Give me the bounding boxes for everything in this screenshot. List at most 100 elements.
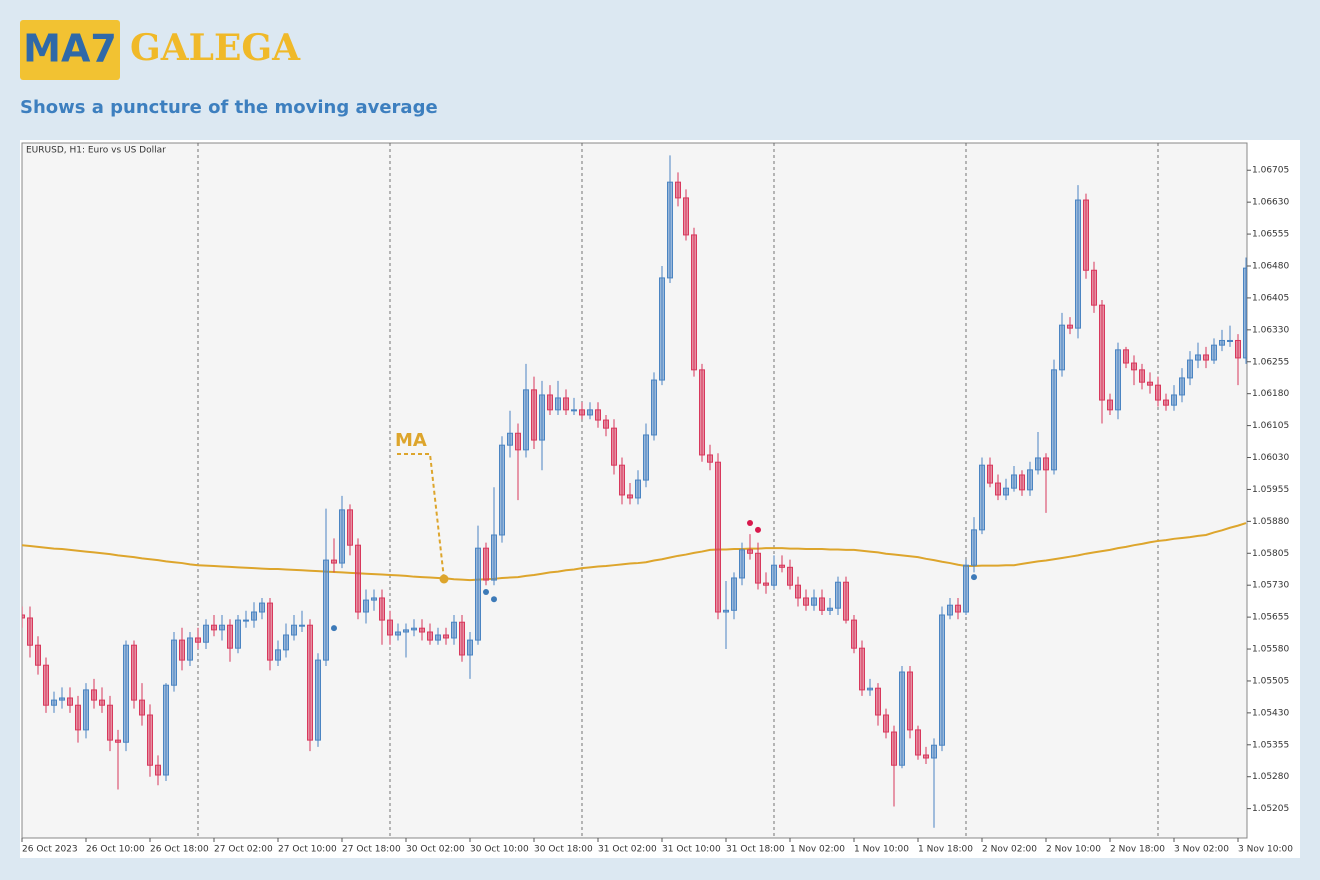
x-tick-label: 30 Oct 18:00 xyxy=(534,845,593,855)
signal-dot xyxy=(331,625,337,632)
x-tick-label: 1 Nov 02:00 xyxy=(790,845,845,855)
x-tick-label: 3 Nov 02:00 xyxy=(1174,845,1229,855)
candle-body xyxy=(723,609,729,613)
candle-body xyxy=(1107,399,1113,411)
candle-body xyxy=(571,409,577,412)
candle-body xyxy=(747,549,753,554)
x-tick-label: 31 Oct 18:00 xyxy=(726,845,785,855)
candle-body xyxy=(835,581,841,609)
candle-body xyxy=(1219,339,1225,346)
candle-body xyxy=(43,664,49,706)
candle-body xyxy=(1099,304,1105,401)
x-tick-label: 31 Oct 10:00 xyxy=(662,845,721,855)
candle-body xyxy=(507,432,513,446)
candle-body xyxy=(315,659,321,741)
candle-body xyxy=(771,564,777,586)
candle-body xyxy=(643,434,649,481)
candle-body xyxy=(963,564,969,613)
candle-body xyxy=(819,597,825,611)
candle-body xyxy=(1083,199,1089,271)
candle-body xyxy=(483,547,489,581)
candle-body xyxy=(611,427,617,466)
candle-body xyxy=(1203,354,1209,361)
signal-dot xyxy=(755,526,761,533)
candle-body xyxy=(755,552,761,584)
candle-body xyxy=(443,634,449,639)
x-tick-label: 2 Nov 10:00 xyxy=(1046,845,1101,855)
candle-body xyxy=(851,619,857,649)
candle-body xyxy=(171,639,177,686)
candle-body xyxy=(779,564,785,568)
axes: 1.06705 1.06630 1.06555 1.06480 1.06405 1.063… xyxy=(21,166,1293,855)
candle-body xyxy=(83,689,89,731)
candle-body xyxy=(435,634,441,641)
candle-body xyxy=(22,614,25,619)
candle-body xyxy=(67,697,73,706)
x-tick-label: 1 Nov 10:00 xyxy=(854,845,909,855)
candle-body xyxy=(707,454,713,463)
candle-body xyxy=(651,379,657,436)
candle-body xyxy=(275,649,281,661)
y-tick-label: 1.05955 xyxy=(1252,485,1289,495)
y-tick-label: 1.06630 xyxy=(1252,198,1289,208)
x-tick-label: 30 Oct 10:00 xyxy=(470,845,529,855)
candle-body xyxy=(307,624,313,741)
candle-body xyxy=(627,494,633,499)
candle-body xyxy=(1027,469,1033,491)
candle-body xyxy=(523,389,529,451)
candle-body xyxy=(923,754,929,759)
candle-body xyxy=(1091,269,1097,306)
candle-body xyxy=(955,604,961,613)
candle-body xyxy=(1003,487,1009,496)
candle-body xyxy=(203,624,209,643)
candle-body xyxy=(891,731,897,766)
candle-body xyxy=(75,704,81,731)
candle-body xyxy=(259,602,265,613)
candle-body xyxy=(1243,267,1247,359)
x-tick-label: 27 Oct 02:00 xyxy=(214,845,273,855)
y-tick-label: 1.05580 xyxy=(1252,645,1289,655)
candle-body xyxy=(283,634,289,651)
candle-body xyxy=(35,644,41,666)
candle-body xyxy=(235,619,241,649)
candle-body xyxy=(595,409,601,421)
y-tick-label: 1.06330 xyxy=(1252,325,1289,335)
x-tick-label: 31 Oct 02:00 xyxy=(598,845,657,855)
candle-body xyxy=(811,597,817,606)
day-separators xyxy=(197,143,1159,838)
candle-body xyxy=(323,559,329,661)
candle-body xyxy=(371,597,377,601)
candle-body xyxy=(971,529,977,566)
candle-body xyxy=(803,597,809,606)
candle-body xyxy=(899,671,905,766)
candle-body xyxy=(1195,354,1201,361)
x-tick-label: 26 Oct 18:00 xyxy=(150,845,209,855)
candle-body xyxy=(163,684,169,776)
x-tick-label: 26 Oct 2023 xyxy=(22,845,78,855)
candle-body xyxy=(419,627,425,633)
candle-body xyxy=(1075,199,1081,329)
candle-body xyxy=(763,582,769,586)
candle-body xyxy=(1187,359,1193,379)
candle-body xyxy=(1179,377,1185,396)
candle-body xyxy=(683,197,689,236)
candle-body xyxy=(379,597,385,621)
candle-body xyxy=(699,369,705,456)
candle-body xyxy=(563,397,569,411)
badge: MA7 xyxy=(23,27,117,71)
candle-body xyxy=(579,409,585,416)
candle-body xyxy=(491,534,497,581)
candle-body xyxy=(411,627,417,631)
candle-body xyxy=(179,639,185,661)
candle-body xyxy=(915,729,921,756)
candle-body xyxy=(459,621,465,656)
candle-body xyxy=(867,687,873,691)
y-tick-label: 1.05505 xyxy=(1252,676,1289,686)
candle-body xyxy=(1139,369,1145,383)
candle-body xyxy=(1227,339,1233,342)
candle-body xyxy=(979,464,985,531)
candle-body xyxy=(251,611,257,621)
candle-body xyxy=(139,699,145,716)
candle-body xyxy=(947,604,953,616)
y-tick-label: 1.06105 xyxy=(1252,421,1289,431)
